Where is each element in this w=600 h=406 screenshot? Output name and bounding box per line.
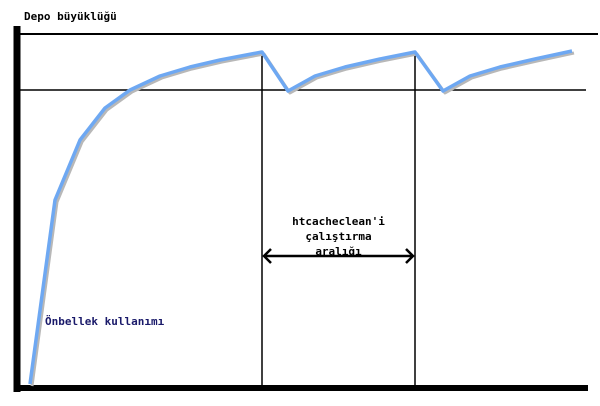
usage-curve-shadow bbox=[30, 51, 575, 387]
interval-arrow bbox=[262, 248, 415, 264]
interval-label: htcacheclean'i çalıştırma aralığı bbox=[262, 214, 415, 259]
curve-label: Önbellek kullanımı bbox=[45, 315, 165, 328]
interval-label-line: aralığı bbox=[315, 245, 362, 258]
y-axis-label: Depo büyüklüğü bbox=[24, 10, 117, 23]
interval-label-line: htcacheclean'i bbox=[292, 215, 385, 228]
interval-label-line: çalıştırma bbox=[305, 230, 372, 243]
usage-curve bbox=[28, 49, 573, 385]
